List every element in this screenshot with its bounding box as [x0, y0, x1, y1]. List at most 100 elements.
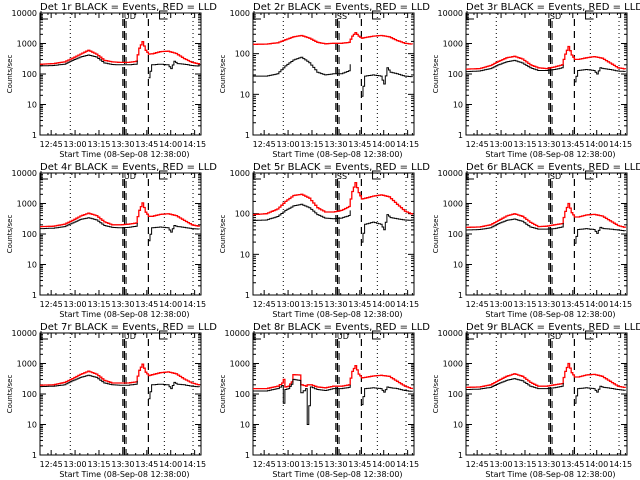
x-tick-label: 14:00: [372, 460, 395, 469]
x-tick-label: 12:45: [253, 140, 276, 149]
y-axis-label: Counts/sec: [6, 375, 14, 414]
series-events-line: [466, 378, 626, 404]
segment-marker-left: [253, 171, 261, 180]
segment-marker-left: [40, 331, 48, 340]
y-tick-label: 10000: [12, 329, 37, 338]
x-tick-label: 12:45: [466, 140, 489, 149]
segment-marker-mid-label: UD: [124, 172, 136, 181]
y-tick-label: 10: [453, 101, 463, 110]
x-tick-label: 13:15: [87, 460, 110, 469]
segment-marker-right: [372, 330, 381, 340]
x-tick-label: 13:30: [537, 460, 560, 469]
series-lld-line: [253, 31, 414, 45]
y-tick-label: 10: [240, 90, 250, 99]
x-tick-label: 13:15: [300, 300, 323, 309]
x-tick-label: 13:45: [348, 300, 371, 309]
segment-marker-left: [40, 11, 48, 20]
x-tick-label: 13:30: [324, 460, 347, 469]
segment-marker-left: [466, 11, 474, 20]
y-tick-label: 10: [240, 421, 250, 430]
plot-frame: [465, 12, 628, 136]
segment-marker-mid-label: SD: [550, 12, 561, 21]
y-tick-label: 1: [458, 451, 463, 460]
y-tick-label: 100: [22, 390, 37, 399]
x-tick-label: 12:45: [466, 300, 489, 309]
y-tick-label: 100: [235, 50, 250, 59]
x-axis-label: Start Time (08-Sep-08 12:38:00): [272, 310, 402, 319]
y-tick-label: 10000: [438, 329, 463, 338]
x-axis-label: Start Time (08-Sep-08 12:38:00): [485, 150, 615, 159]
segment-marker-mid-label: SD: [550, 172, 561, 181]
x-tick-label: 13:00: [64, 460, 87, 469]
segment-marker-mid-label: UD: [124, 12, 136, 21]
x-tick-label: 13:30: [324, 140, 347, 149]
series-events-line: [253, 378, 413, 425]
segment-marker-mid-label: SD: [550, 332, 561, 341]
x-tick-label: 14:00: [159, 460, 182, 469]
series-events-line: [40, 374, 200, 400]
chart-panel-3: Det 3r BLACK = Events, RED = LLD 1 10 100 10…: [432, 2, 640, 159]
y-tick-label: 1000: [17, 200, 37, 209]
y-axis-label: Counts/sec: [432, 215, 440, 254]
chart-panel-7: Det 7r BLACK = Events, RED = LLD 1 10 100 10…: [6, 322, 217, 479]
x-tick-label: 14:15: [396, 460, 419, 469]
chart-title: Det 6r BLACK = Events, RED = LLD: [466, 162, 640, 173]
x-tick-label: 13:15: [513, 460, 536, 469]
x-tick-label: 12:45: [466, 460, 489, 469]
y-tick-label: 10000: [438, 9, 463, 18]
x-tick-label: 13:45: [348, 460, 371, 469]
segment-marker-right: [585, 170, 594, 180]
segment-marker-mid-label: SS: [337, 172, 347, 181]
series-lld-line: [466, 362, 627, 389]
chart-title: Det 5r BLACK = Events, RED = LLD: [253, 162, 430, 173]
x-axis-label: Start Time (08-Sep-08 12:38:00): [272, 150, 402, 159]
y-tick-label: 100: [22, 70, 37, 79]
y-tick-label: 1: [32, 451, 37, 460]
x-tick-label: 13:15: [87, 300, 110, 309]
x-tick-label: 13:45: [348, 140, 371, 149]
x-tick-label: 13:30: [111, 460, 134, 469]
y-tick-label: 1: [245, 451, 250, 460]
x-tick-label: 12:45: [40, 300, 63, 309]
y-axis-label: Counts/sec: [6, 55, 14, 94]
series-events-line: [253, 56, 413, 97]
x-axis-label: Start Time (08-Sep-08 12:38:00): [59, 310, 189, 319]
segment-marker-left: [253, 331, 261, 340]
y-tick-label: 100: [448, 390, 463, 399]
y-tick-label: 10: [27, 101, 37, 110]
x-tick-label: 13:30: [324, 300, 347, 309]
chart-title: Det 3r BLACK = Events, RED = LLD: [466, 2, 640, 13]
x-tick-label: 12:45: [253, 300, 276, 309]
x-axis-label: Start Time (08-Sep-08 12:38:00): [485, 470, 615, 479]
x-tick-label: 13:00: [277, 460, 300, 469]
plot-frame: [465, 332, 628, 456]
series-lld-line: [40, 363, 201, 386]
x-tick-label: 13:45: [135, 300, 158, 309]
y-tick-label: 1000: [230, 169, 250, 178]
chart-panel-5: Det 5r BLACK = Events, RED = LLD 1 10 100 10…: [219, 162, 430, 319]
x-tick-label: 14:15: [609, 300, 632, 309]
series-lld-line: [40, 202, 201, 228]
plot-frame: [252, 172, 415, 296]
x-tick-label: 14:00: [585, 460, 608, 469]
y-tick-label: 100: [22, 230, 37, 239]
x-tick-label: 14:15: [396, 300, 419, 309]
y-tick-label: 1000: [443, 40, 463, 49]
plot-frame: [252, 332, 415, 456]
y-tick-label: 1: [32, 131, 37, 140]
y-tick-label: 1000: [17, 360, 37, 369]
x-tick-label: 13:30: [537, 300, 560, 309]
chart-panel-9: Det 9r BLACK = Events, RED = LLD 1 10 100 10…: [432, 322, 640, 479]
segment-marker-left: [466, 331, 474, 340]
y-tick-label: 1000: [443, 360, 463, 369]
segment-marker-right: [585, 10, 594, 20]
series-events-line: [40, 54, 200, 79]
x-axis-label: Start Time (08-Sep-08 12:38:00): [59, 470, 189, 479]
series-events-line: [466, 59, 626, 83]
chart-title: Det 4r BLACK = Events, RED = LLD: [40, 162, 217, 173]
y-tick-label: 10000: [12, 169, 37, 178]
x-tick-label: 13:30: [537, 140, 560, 149]
y-tick-label: 1: [245, 131, 250, 140]
x-tick-label: 12:45: [40, 460, 63, 469]
y-tick-label: 1000: [443, 200, 463, 209]
